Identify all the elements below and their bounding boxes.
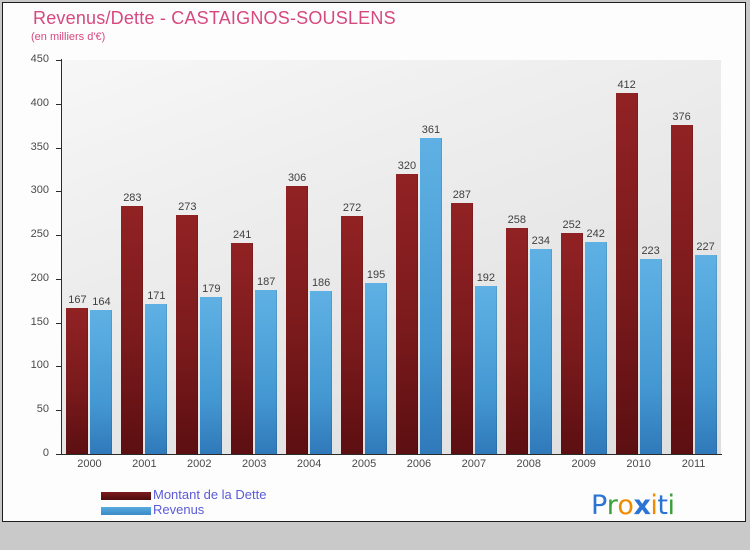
bar-dette-2000[interactable] — [66, 307, 89, 454]
y-tick-label: 300 — [30, 184, 49, 197]
bar-dette-2004[interactable] — [286, 186, 309, 454]
chart-canvas: Revenus/Dette - CASTAIGNOS-SOUSLENS (en … — [2, 2, 746, 522]
bar-value-label: 361 — [421, 123, 441, 136]
bar-revenus-2009[interactable] — [584, 242, 607, 454]
plot-area: 167 164 283 171 273 179 241 187 306 186 272 195 320 3… — [62, 60, 721, 454]
bar-value-label: 164 — [92, 296, 111, 309]
y-tick-mark — [56, 278, 62, 280]
bar-value-label: 186 — [311, 277, 331, 290]
bar-dette-2003[interactable] — [231, 243, 254, 454]
logo-letter: i — [650, 490, 658, 521]
y-tick-label: 450 — [30, 53, 49, 65]
bar-value-label: 195 — [366, 269, 386, 282]
legend-label: Revenus — [153, 502, 205, 517]
bar-revenus-2011[interactable] — [694, 255, 717, 454]
bar-value-label: 283 — [123, 192, 142, 205]
bar-dette-2006[interactable] — [395, 173, 418, 454]
legend-swatch-dette — [101, 492, 151, 500]
y-tick-label: 150 — [30, 315, 49, 328]
bar-revenus-2010[interactable] — [639, 258, 662, 454]
bar-value-label: 167 — [68, 293, 87, 306]
bar-value-label: 192 — [476, 271, 496, 284]
chart-title: Revenus/Dette - CASTAIGNOS-SOUSLENS — [33, 8, 396, 28]
x-tick-label: 2001 — [132, 458, 157, 470]
legend-swatch-revenus — [101, 507, 151, 515]
bar-revenus-2007[interactable] — [474, 285, 497, 454]
bar-value-label: 252 — [562, 219, 581, 232]
x-tick-label: 2002 — [187, 458, 212, 470]
bar-dette-2005[interactable] — [341, 215, 364, 454]
y-tick-mark — [56, 60, 62, 61]
bar-dette-2011[interactable] — [670, 124, 693, 454]
x-tick-label: 2009 — [571, 458, 596, 470]
bar-dette-2010[interactable] — [615, 93, 638, 454]
bar-dette-2008[interactable] — [505, 228, 528, 454]
bar-revenus-2006[interactable] — [419, 137, 442, 454]
x-tick-label: 2003 — [241, 458, 267, 470]
bar-dette-2007[interactable] — [450, 202, 473, 454]
y-tick-label: 200 — [30, 271, 49, 284]
x-tick-label: 2000 — [77, 458, 102, 470]
proxiti-logo: Proxiti — [591, 490, 675, 521]
y-tick-mark — [56, 147, 62, 149]
y-tick-label: 350 — [30, 140, 49, 153]
logo-letter: r — [606, 490, 618, 521]
x-tick-label: 2006 — [406, 458, 432, 470]
x-axis-line — [61, 454, 722, 455]
y-tick-label: 100 — [30, 359, 49, 372]
bar-value-label: 273 — [178, 200, 197, 213]
bar-value-label: 412 — [617, 79, 636, 92]
bar-value-label: 306 — [287, 172, 307, 185]
y-tick-label: 400 — [30, 96, 49, 109]
y-tick-label: 0 — [42, 447, 49, 459]
bar-value-label: 272 — [342, 201, 362, 214]
bar-revenus-2002[interactable] — [200, 297, 223, 454]
bar-value-label: 179 — [202, 283, 221, 296]
bar-value-label: 287 — [452, 188, 472, 201]
x-tick-label: 2008 — [516, 458, 542, 470]
bar-value-label: 242 — [586, 228, 605, 241]
y-tick-mark — [56, 366, 62, 368]
bar-revenus-2005[interactable] — [365, 283, 388, 454]
y-tick-mark — [56, 410, 62, 412]
logo-letter: x — [633, 490, 651, 521]
y-tick-mark — [56, 322, 62, 324]
x-tick-label: 2011 — [681, 458, 706, 470]
y-axis-line — [61, 59, 62, 455]
bar-dette-2001[interactable] — [121, 206, 144, 454]
bar-value-label: 258 — [507, 214, 526, 227]
bar-value-label: 241 — [233, 228, 252, 241]
bar-value-label: 187 — [257, 276, 276, 289]
bar-value-label: 227 — [696, 241, 715, 254]
x-tick-label: 2004 — [296, 458, 322, 470]
bar-value-label: 376 — [672, 110, 691, 123]
x-tick-label: 2005 — [351, 458, 377, 470]
legend-label: Montant de la Dette — [153, 487, 267, 502]
bar-dette-2009[interactable] — [560, 233, 583, 454]
y-tick-mark — [56, 103, 62, 105]
x-tick-label: 2010 — [626, 458, 651, 470]
bar-value-label: 320 — [397, 159, 417, 172]
bar-revenus-2004[interactable] — [310, 291, 333, 454]
logo-letter: P — [591, 490, 607, 521]
y-tick-label: 250 — [30, 228, 49, 241]
logo-letter: i — [667, 490, 675, 521]
y-tick-mark — [56, 454, 62, 455]
logo-letter: o — [617, 490, 634, 521]
logo-letter: t — [657, 490, 668, 521]
bar-value-label: 234 — [531, 235, 550, 248]
y-tick-mark — [56, 235, 62, 237]
bar-revenus-2008[interactable] — [529, 249, 552, 454]
bar-revenus-2003[interactable] — [255, 290, 278, 454]
bar-value-label: 171 — [147, 290, 166, 303]
chart-subtitle: (en milliers d'€) — [31, 31, 106, 43]
y-tick-label: 50 — [36, 403, 49, 416]
bar-value-label: 223 — [641, 244, 660, 257]
bar-revenus-2001[interactable] — [145, 304, 168, 454]
x-tick-label: 2007 — [461, 458, 487, 470]
bar-dette-2002[interactable] — [176, 214, 199, 454]
y-tick-mark — [56, 191, 62, 193]
bar-revenus-2000[interactable] — [90, 310, 113, 454]
